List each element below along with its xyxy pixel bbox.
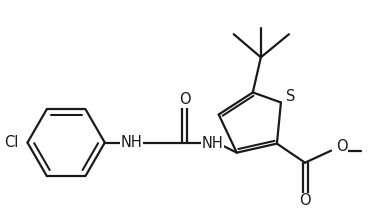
Text: NH: NH (121, 135, 142, 150)
Text: O: O (336, 139, 348, 154)
Text: NH: NH (202, 136, 224, 151)
Text: O: O (299, 193, 311, 208)
Text: S: S (286, 89, 296, 104)
Text: O: O (179, 92, 190, 107)
Text: Cl: Cl (4, 135, 18, 150)
